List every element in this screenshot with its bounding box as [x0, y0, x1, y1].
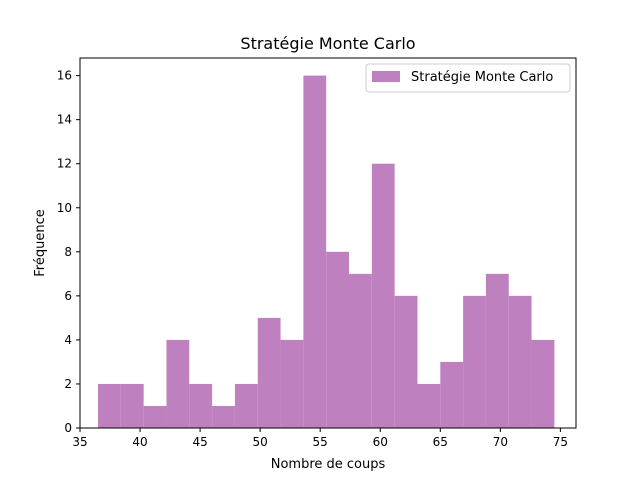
histogram-bar	[280, 339, 304, 428]
histogram-bar	[212, 405, 235, 428]
x-tick-label: 70	[493, 435, 508, 449]
legend: Stratégie Monte Carlo	[365, 63, 571, 93]
x-tick-label: 35	[72, 435, 87, 449]
histogram-bar	[349, 273, 372, 428]
y-tick-label: 4	[64, 333, 72, 347]
legend-label: Stratégie Monte Carlo	[411, 70, 553, 85]
histogram-bar	[485, 273, 509, 428]
legend-swatch	[372, 71, 400, 82]
y-tick-label: 8	[64, 245, 72, 259]
x-tick-label: 75	[553, 435, 568, 449]
chart-title: Stratégie Monte Carlo	[240, 34, 415, 53]
y-tick-label: 6	[64, 289, 72, 303]
y-axis-label: Fréquence	[33, 209, 48, 276]
histogram-bar	[371, 163, 395, 428]
histogram-bar	[326, 251, 350, 428]
histogram-bar	[98, 383, 121, 428]
bars-group	[98, 75, 555, 428]
histogram-bar	[257, 317, 281, 428]
x-tick-label: 40	[132, 435, 147, 449]
histogram-bar	[531, 339, 555, 428]
y-tick-label: 16	[57, 69, 72, 83]
x-tick-label: 50	[253, 435, 268, 449]
x-axis-label: Nombre de coups	[271, 457, 386, 472]
histogram-bar	[463, 295, 486, 428]
y-tick-label: 2	[64, 377, 72, 391]
histogram-bar	[143, 405, 167, 428]
histogram-bar	[417, 383, 441, 428]
histogram-bar	[394, 295, 418, 428]
histogram-bar	[234, 383, 258, 428]
plot-frame	[79, 57, 577, 429]
x-tick-label: 55	[313, 435, 328, 449]
histogram-bar	[440, 361, 464, 428]
histogram-bar	[166, 339, 190, 428]
x-axis-ticks: 35 40 45 50 55 60 65 70 75	[72, 428, 568, 449]
histogram-bar	[303, 75, 327, 428]
y-tick-label: 12	[57, 157, 72, 171]
legend-frame	[365, 63, 571, 93]
y-tick-label: 0	[64, 421, 72, 435]
x-tick-label: 60	[373, 435, 388, 449]
histogram-bar	[508, 295, 532, 428]
y-tick-label: 14	[57, 113, 72, 127]
y-axis-ticks: 0 2 4 6 8 10 12 14 16	[57, 69, 80, 435]
x-tick-label: 45	[192, 435, 207, 449]
histogram-bar	[189, 383, 213, 428]
y-tick-label: 10	[57, 201, 72, 215]
x-tick-label: 65	[433, 435, 448, 449]
histogram-bar	[120, 383, 144, 428]
